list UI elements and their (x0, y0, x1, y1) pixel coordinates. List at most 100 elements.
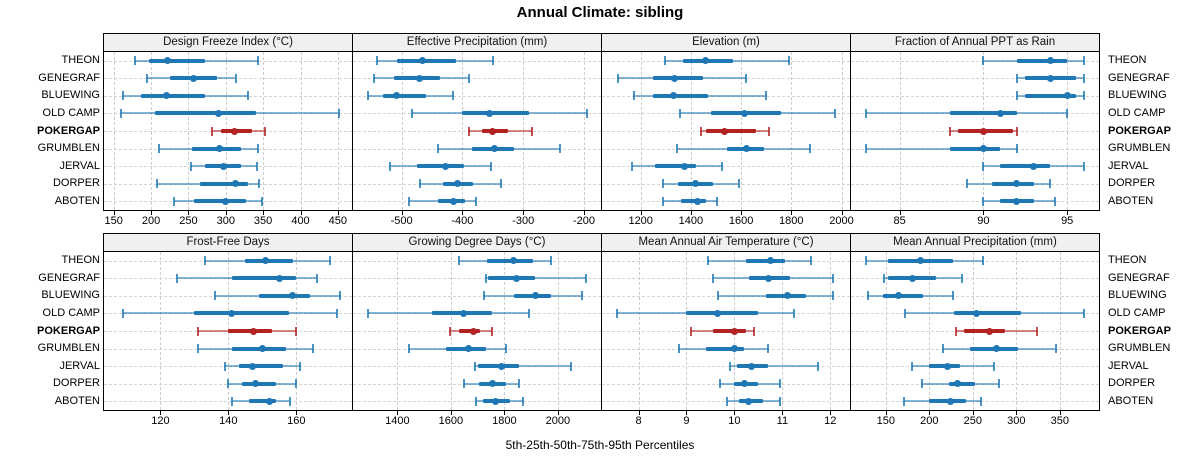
median-dot (214, 109, 222, 117)
site-label-right-pokergap: POKERGAP (1108, 324, 1171, 337)
x-tick-label: 1400 (678, 215, 704, 227)
median-dot (220, 162, 227, 170)
row-gridline (851, 201, 1099, 203)
whisker-cap (997, 379, 1000, 389)
interval-25th-75th (991, 181, 1034, 186)
site-label-left-dorper: DORPER (52, 177, 100, 190)
site-label-left-bluewing: BLUEWING (41, 89, 100, 102)
site-label-left-pokergap: POKERGAP (37, 124, 100, 137)
median-dot (289, 292, 297, 300)
x-tick (972, 411, 974, 415)
whisker-cap (196, 344, 199, 354)
x-tick (401, 211, 403, 215)
x-tick (228, 411, 230, 415)
whisker-cap (699, 126, 702, 136)
x-tick-label: 150 (876, 415, 895, 427)
whisker-cap (437, 144, 440, 154)
x-tick (584, 211, 585, 215)
site-label-right-bluewing: BLUEWING (1108, 89, 1167, 102)
whisker-cap (504, 344, 507, 354)
whisker-cap (779, 379, 781, 389)
median-dot (740, 380, 748, 388)
whisker-cap (408, 344, 411, 354)
median-dot (441, 162, 449, 170)
whisker-cap (474, 196, 477, 206)
whisker-cap (1015, 126, 1018, 136)
median-dot (1013, 197, 1021, 205)
interval-25th-75th (238, 364, 283, 369)
x-tick-label: 200 (141, 215, 161, 227)
whisker-cap (490, 161, 492, 171)
x-tick (885, 411, 887, 415)
median-dot (164, 57, 171, 65)
site-label-right-genegraf: GENEGRAF (1108, 271, 1170, 284)
median-dot (232, 180, 239, 188)
x-tick-label: 1600 (438, 415, 464, 427)
whisker-cap (336, 308, 339, 318)
whisker-cap (716, 291, 719, 301)
interval-25th-75th (964, 329, 1005, 333)
whisker-cap (452, 91, 455, 101)
whisker-cap (256, 144, 259, 154)
panel-strip-design-freeze-index-c: Design Freeze Index (°C) (103, 33, 353, 52)
x-tick (300, 211, 302, 215)
x-tick-label: -500 (390, 215, 413, 227)
interval-5th-95th (729, 365, 819, 368)
whisker-cap (189, 161, 192, 171)
panel-strip-mean-annual-precipitation-mm: Mean Annual Precipitation (mm) (850, 233, 1100, 252)
whisker-cap (1015, 144, 1018, 154)
median-dot (1030, 162, 1038, 170)
x-tick (151, 211, 153, 215)
whisker-cap (617, 73, 620, 83)
x-tick-label: 450 (328, 215, 347, 227)
x-tick (113, 211, 115, 215)
row-gridline (602, 201, 850, 203)
x-tick-label: 250 (963, 415, 982, 427)
whisker-cap (992, 361, 995, 371)
whisker-cap (752, 326, 755, 336)
median-dot (531, 292, 539, 300)
whisker-cap (227, 379, 230, 389)
x-tick-label: 300 (216, 215, 235, 227)
x-tick (504, 411, 506, 415)
row-gridline (353, 201, 601, 203)
median-dot (730, 345, 738, 353)
whisker-cap (388, 161, 391, 171)
whisker-cap (256, 56, 259, 66)
panel-strip-frost-free-days: Frost-Free Days (103, 233, 353, 252)
x-tick-label: 85 (893, 215, 906, 227)
interval-25th-75th (487, 258, 533, 263)
whisker-cap (726, 396, 729, 406)
whisker-cap (690, 326, 693, 336)
x-tick (1016, 411, 1018, 415)
whisker-cap (716, 196, 719, 206)
whisker-cap (376, 56, 379, 66)
median-dot (1046, 74, 1054, 82)
x-tick-label: 350 (1050, 415, 1069, 427)
x-tick (462, 211, 464, 215)
x-tick (557, 411, 559, 415)
whisker-cap (527, 308, 530, 318)
x-tick-label: 2000 (829, 215, 854, 227)
site-label-left-dorper: DORPER (52, 377, 100, 390)
whisker-cap (295, 379, 298, 389)
panel-strip-fraction-of-annual-ppt-as-rain: Fraction of Annual PPT as Rain (850, 33, 1100, 52)
whisker-cap (411, 108, 413, 118)
x-tick-label: 11 (776, 415, 789, 427)
x-tick-label: 300 (1007, 415, 1026, 427)
interval-5th-95th (866, 147, 1017, 150)
whisker-cap (1015, 91, 1018, 101)
median-dot (498, 362, 506, 370)
whisker-cap (586, 108, 588, 118)
median-dot (985, 327, 993, 335)
whisker-cap (1066, 108, 1069, 118)
site-label-right-genegraf: GENEGRAF (1108, 71, 1170, 84)
median-dot (470, 327, 478, 335)
x-tick-label: 150 (104, 215, 123, 227)
site-label-right-dorper: DORPER (1108, 177, 1156, 190)
site-label-left-jerval: JERVAL (59, 359, 100, 372)
interval-25th-75th (680, 199, 706, 204)
whisker-cap (474, 361, 476, 371)
median-dot (745, 397, 753, 405)
whisker-cap (157, 144, 160, 154)
